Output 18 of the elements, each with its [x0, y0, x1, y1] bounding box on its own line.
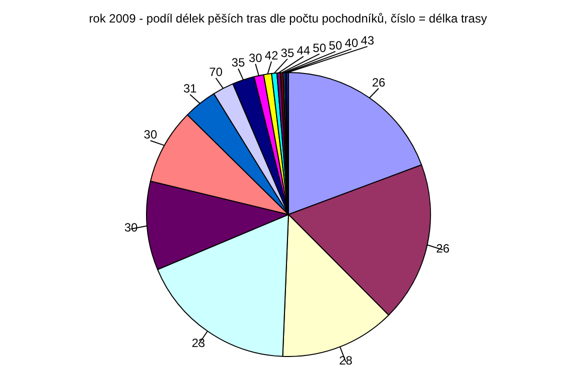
slice-label: 44	[296, 43, 310, 58]
slice-label: 28	[339, 353, 353, 368]
slice-label: 35	[280, 46, 294, 60]
slice-label: 30	[248, 50, 262, 65]
slice-label: 23	[192, 336, 206, 350]
slice-label: 43	[360, 33, 374, 48]
slice-label: 31	[183, 82, 198, 96]
slice-label: 50	[328, 38, 342, 52]
slice-label: 26	[372, 75, 386, 90]
slice-label: 40	[344, 36, 358, 50]
chart-title: rok 2009 - podíl délek pěších tras dle počtu pochodníků, číslo = délka trasy	[89, 12, 487, 26]
slice-label: 35	[232, 56, 246, 70]
slice-label: 30	[124, 220, 138, 234]
slice-label: 70	[209, 64, 223, 79]
slice-label: 26	[436, 241, 450, 256]
slice-label: 50	[312, 40, 326, 55]
slice-label: 30	[144, 128, 158, 142]
slice-label: 42	[264, 48, 278, 62]
